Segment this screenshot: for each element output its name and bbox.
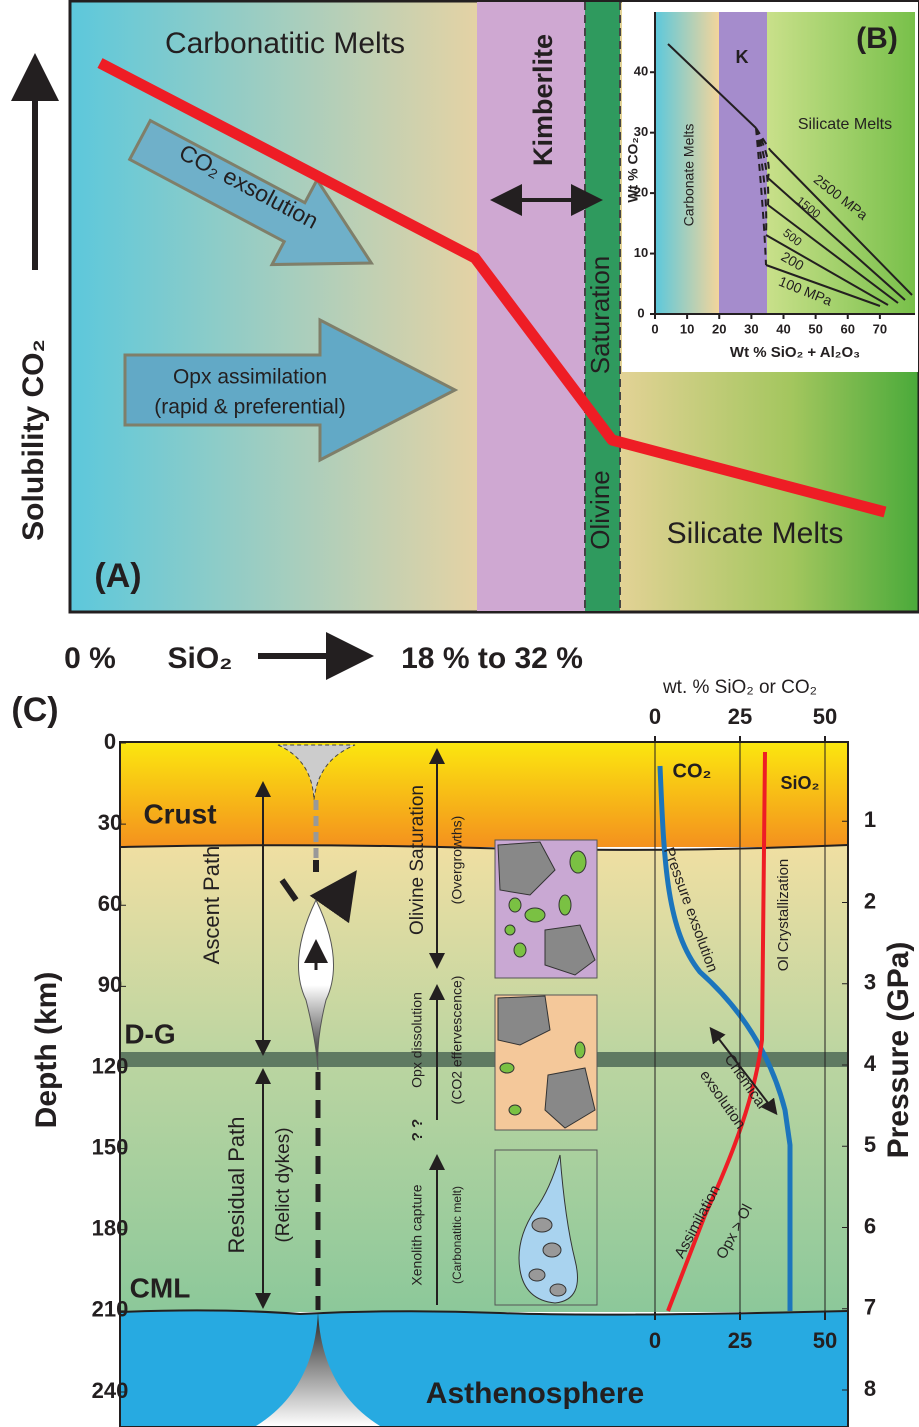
wt-tick-label: 25 [728,704,752,729]
layer-label: Crust [143,798,216,829]
path-label: Ascent Path [199,846,224,965]
x-tick-label: 60 [841,321,855,336]
layer-label: Asthenosphere [426,1377,644,1410]
figure: Carbonatitic Melts Kimberlite Saturation… [0,0,919,1427]
wt-tick-label: 50 [813,704,837,729]
panel-label: (C) [11,691,58,729]
x-axis-label: Wt % SiO₂ + Al₂O₃ [730,344,860,361]
path-label: (Relict dykes) [273,1127,294,1242]
wt-label: wt. % SiO₂ or CO₂ [662,677,817,698]
x-tick-label: 50 [808,321,822,336]
depth-tick-label: 180 [92,1216,129,1241]
region-label: Silicate Melts [667,517,844,550]
x-tick-label: 40 [776,321,790,336]
region-label: Carbonatitic Melts [165,27,405,60]
depth-tick-label: 150 [92,1134,129,1159]
depth-label: Depth (km) [30,972,63,1129]
curve-label: SiO₂ [780,773,819,793]
stage-title: Olivine Saturation [407,785,428,935]
x-tick-label: 20 [712,321,726,336]
depth-tick-label: 0 [104,729,116,754]
pressure-tick-label: 2 [864,888,876,913]
y-tick-label: 0 [637,305,644,320]
y-tick-label: 10 [634,245,648,260]
pressure-tick-label: 8 [864,1376,876,1401]
x-tick-label: 10 [680,321,694,336]
x-axis-end: 18 % to 32 % [401,642,583,675]
stage-mark: ? ? [409,1119,426,1142]
pressure-tick-label: 6 [864,1213,876,1238]
depth-tick-label: 60 [98,891,122,916]
process-label: Ol Crystallization [775,859,792,972]
x-tick-label: 0 [651,321,658,336]
layer-label: CML [130,1272,191,1303]
region-label: K [736,47,749,67]
wt-tick-label: 0 [649,1328,661,1353]
x-tick-label: 30 [744,321,758,336]
wt-tick-label: 0 [649,704,661,729]
region-label: Olivine [585,470,615,549]
wt-tick-label: 25 [728,1328,752,1353]
depth-tick-label: 120 [92,1053,129,1078]
pressure-label: Pressure (GPa) [882,942,915,1159]
curve-label: CO₂ [673,760,712,782]
pressure-tick-label: 4 [864,1051,877,1076]
stage-title: Opx dissolution [409,992,425,1088]
pressure-tick-label: 1 [864,807,876,832]
pressure-tick-label: 5 [864,1132,876,1157]
arrow-label: (rapid & preferential) [154,396,345,419]
region-label: Silicate Melts [798,116,892,133]
stage-title: Xenolith capture [409,1184,425,1285]
region-label: Kimberlite [528,34,558,166]
silicate-band [767,12,915,314]
arrow-label: Opx assimilation [173,366,327,389]
pressure-tick-label: 7 [864,1295,876,1320]
x-tick-label: 70 [873,321,887,336]
depth-tick-label: 90 [98,972,122,997]
region-label: Saturation [585,256,615,375]
depth-tick-label: 210 [92,1297,129,1322]
stage-note: (Carbonatitic melt) [450,1186,464,1284]
layer-label: D-G [124,1018,175,1049]
crust-layer [120,742,848,847]
stage-note: (CO2 effervescence) [449,976,465,1105]
y-tick-label: 20 [634,185,648,200]
depth-tick-label: 240 [92,1378,129,1403]
depth-tick-label: 30 [98,810,122,835]
region-label: Carbonate Melts [681,124,697,227]
panel-label: (A) [94,557,141,595]
y-axis-label: Solubility CO₂ [17,339,50,541]
stage-note: (Overgrowths) [449,816,465,905]
y-tick-label: 40 [634,64,648,79]
panel-b: 2500 MPa 1500 500 200 100 MPa (B) K Carb… [622,2,918,372]
path-label: Residual Path [224,1117,249,1254]
panel-c: (C) Depth (km) Pressure (GPa) wt. % SiO₂… [11,677,915,1427]
pressure-tick-label: 3 [864,970,876,995]
x-axis-quantity: SiO₂ [167,642,232,675]
x-axis-start: 0 % [64,642,116,675]
panel-label: (B) [856,22,898,55]
wt-tick-label: 50 [813,1328,837,1353]
y-tick-label: 30 [634,124,648,139]
